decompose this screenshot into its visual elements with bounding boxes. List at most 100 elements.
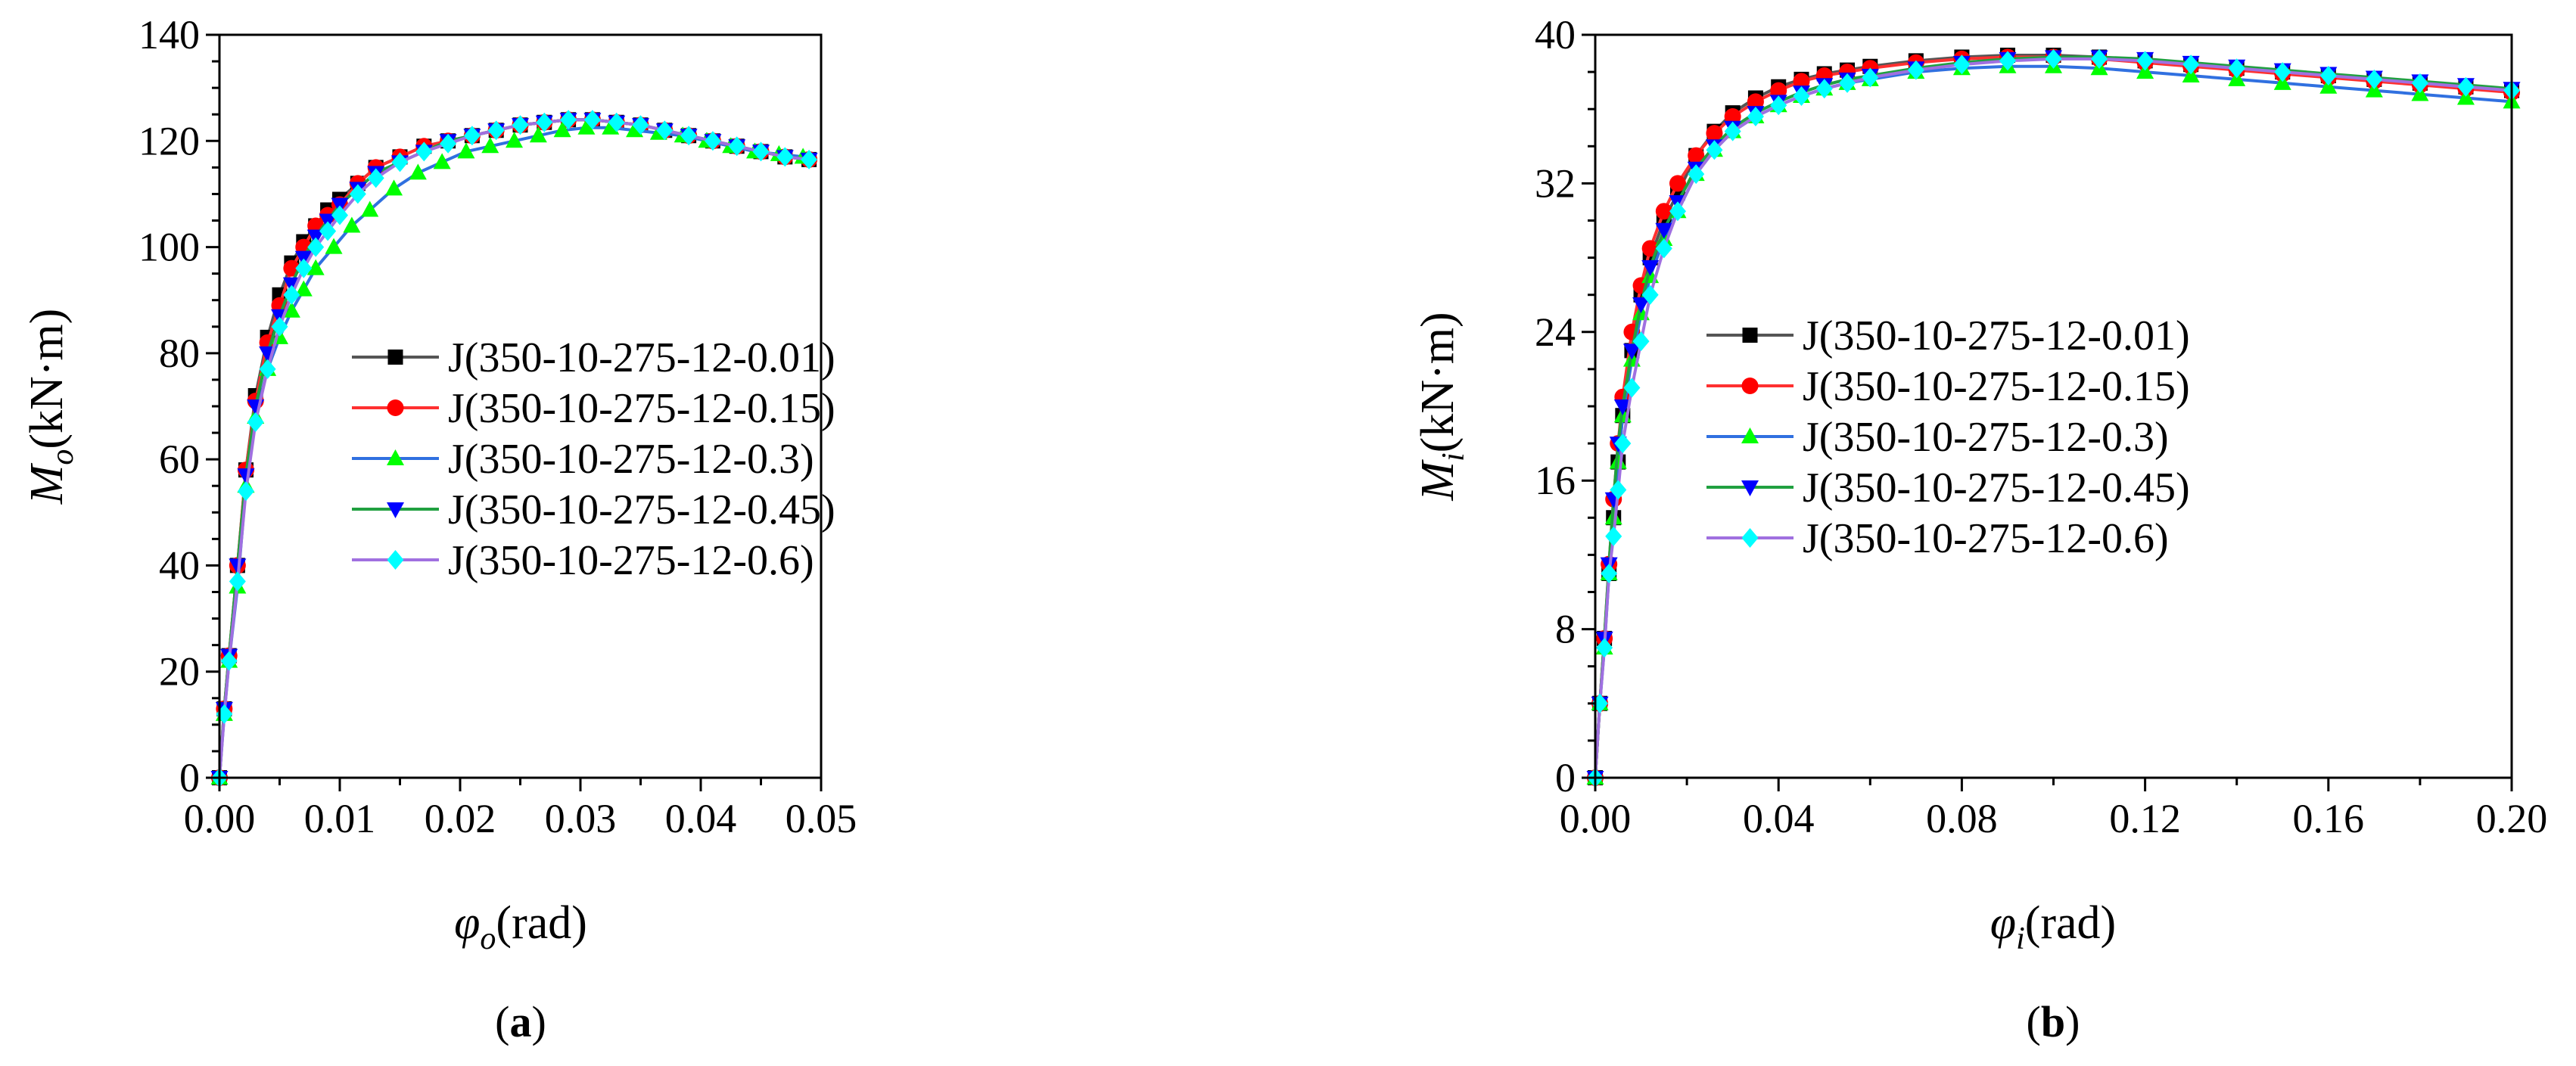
- data-point: [1747, 107, 1764, 127]
- legend-label: J(350-10-275-12-0.45): [448, 486, 835, 533]
- data-point: [1614, 434, 1632, 454]
- data-point: [440, 133, 457, 154]
- data-point: [512, 115, 529, 135]
- data-point: [2411, 85, 2429, 101]
- data-point: [1610, 480, 1627, 500]
- data-point: [385, 179, 403, 196]
- x-tick-label: 0.12: [2109, 796, 2181, 841]
- data-point: [361, 200, 379, 217]
- data-point: [1953, 54, 1971, 75]
- x-tick-label: 0.04: [1743, 796, 1815, 841]
- data-point: [1632, 297, 1650, 313]
- series-5: [211, 110, 818, 788]
- data-point: [506, 132, 524, 148]
- data-point: [2273, 73, 2291, 90]
- data-point: [457, 142, 475, 159]
- data-point: [229, 571, 246, 592]
- data-point: [2365, 81, 2383, 98]
- chart-panel-b: 0.00 0.04 0.08 0.12 0.16 0.20 0 8 16 24 32 40 J(350…: [1412, 12, 2547, 1046]
- data-point: [2366, 69, 2383, 89]
- data-point: [1770, 82, 1787, 99]
- data-point: [319, 221, 337, 241]
- data-point: [1655, 222, 1673, 239]
- data-point: [1724, 121, 1741, 141]
- data-point: [463, 126, 481, 146]
- data-point: [331, 205, 348, 225]
- legend-marker: [1742, 328, 1758, 343]
- y-tick-label: 60: [159, 437, 200, 482]
- data-point: [237, 481, 254, 502]
- data-point: [2319, 77, 2338, 94]
- legend-entry: J(350-10-275-12-0.45): [1706, 465, 2190, 511]
- data-point: [602, 118, 620, 135]
- legend-entry: J(350-10-275-12-0.6): [352, 537, 814, 584]
- data-point: [2091, 48, 2108, 69]
- data-point: [1623, 378, 1641, 398]
- y-tick-label: 24: [1535, 309, 1576, 355]
- legend-label: J(350-10-275-12-0.3): [1803, 414, 2169, 461]
- y-tick-label: 80: [159, 331, 200, 376]
- legend-label: J(350-10-275-12-0.3): [448, 436, 814, 483]
- x-tick-label: 0.04: [665, 796, 737, 841]
- data-point: [283, 284, 300, 305]
- data-point: [2182, 54, 2200, 75]
- data-point: [282, 301, 300, 318]
- data-point: [2182, 67, 2200, 83]
- legend-a: J(350-10-275-12-0.01)J(350-10-275-12-0.1…: [352, 334, 835, 584]
- data-point: [325, 238, 343, 254]
- legend-entry: J(350-10-275-12-0.01): [1706, 312, 2190, 359]
- y-tick-label: 120: [138, 118, 200, 163]
- x-tick-label: 0.00: [1560, 796, 1632, 841]
- data-point: [1622, 343, 1641, 360]
- data-point: [1706, 125, 1723, 142]
- data-point: [656, 120, 674, 141]
- legend-marker: [387, 449, 404, 465]
- data-point: [1862, 67, 1879, 88]
- y-tick-label: 40: [159, 542, 200, 588]
- chart-panel-a: 0.00 0.01 0.02 0.03 0.04 0.05 0 20 40 60 80 100 120 1…: [21, 12, 857, 1046]
- y-tick-label: 20: [159, 649, 200, 695]
- legend-marker: [387, 350, 403, 365]
- data-point: [1601, 563, 1618, 583]
- legend-label: J(350-10-275-12-0.15): [1803, 363, 2190, 410]
- panel-label-b: (b): [2027, 997, 2080, 1046]
- data-point: [1770, 95, 1787, 116]
- legend-b: J(350-10-275-12-0.01)J(350-10-275-12-0.1…: [1706, 312, 2190, 562]
- data-point: [1907, 60, 1924, 80]
- data-point: [2228, 58, 2245, 79]
- data-point: [247, 412, 264, 433]
- data-point: [1688, 147, 1705, 164]
- data-point: [220, 651, 238, 671]
- data-point: [776, 147, 794, 167]
- legend-marker: [387, 550, 404, 570]
- legend-marker: [1741, 480, 1759, 496]
- x-axis-title-b: φi(rad): [1990, 897, 2116, 956]
- legend-marker: [1741, 378, 1759, 394]
- legend-label: J(350-10-275-12-0.45): [1803, 465, 2190, 511]
- panel-label-a: (a): [495, 997, 546, 1046]
- legend-entry: J(350-10-275-12-0.3): [1706, 414, 2169, 461]
- data-point: [632, 115, 649, 135]
- data-point: [1632, 331, 1650, 352]
- data-point: [2136, 51, 2154, 71]
- data-point: [680, 126, 698, 146]
- legend-entry: J(350-10-275-12-0.15): [1706, 363, 2190, 410]
- data-point: [2136, 63, 2154, 79]
- legend-label: J(350-10-275-12-0.6): [1803, 515, 2169, 562]
- y-tick-label: 8: [1555, 607, 1576, 652]
- data-point: [1688, 164, 1705, 185]
- data-point: [2457, 76, 2475, 97]
- data-point: [2456, 89, 2475, 105]
- data-point: [367, 168, 384, 188]
- y-tick-label: 140: [138, 12, 200, 57]
- legend-marker: [387, 399, 404, 416]
- series-5: [1587, 48, 2520, 788]
- data-point: [577, 118, 596, 135]
- y-tick-label: 100: [138, 225, 200, 270]
- data-point: [1724, 108, 1741, 126]
- data-point: [1706, 140, 1723, 160]
- y-tick-label: 32: [1535, 160, 1576, 206]
- data-point: [294, 280, 313, 297]
- data-point: [271, 316, 288, 337]
